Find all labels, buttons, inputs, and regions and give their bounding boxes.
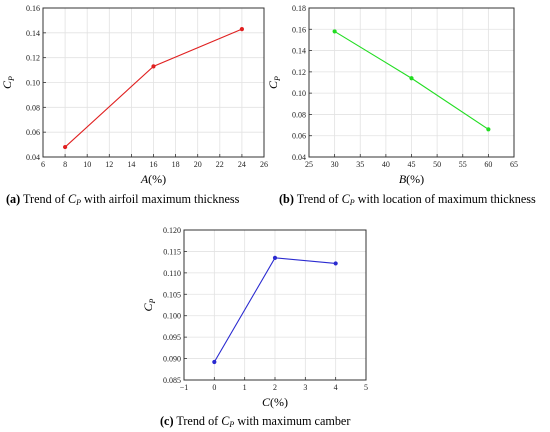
chart-a-x-tick-label: 8 [63, 160, 67, 169]
chart-c-x-tick-label: −1 [180, 383, 189, 392]
caption-b-cp-sub: P [349, 198, 355, 207]
chart-b-x-tick-label: 65 [510, 160, 518, 169]
caption-a-text-1: Trend of [20, 192, 68, 206]
chart-a-y-tick-label: 0.10 [26, 79, 40, 88]
chart-a-x-tick-label: 20 [194, 160, 202, 169]
chart-c-x-tick-label: 1 [243, 383, 247, 392]
caption-c-cp: C [221, 414, 230, 428]
chart-c-y-tick-label: 0.085 [163, 376, 181, 385]
caption-b-cp: C [341, 192, 350, 206]
chart-a-y-tick-label: 0.08 [26, 103, 40, 112]
chart-b-ylabel: CP [266, 76, 282, 89]
chart-b-y-tick-label: 0.04 [292, 153, 306, 162]
chart-a-y-tick-label: 0.14 [26, 29, 40, 38]
chart-b-x-tick-label: 50 [433, 160, 441, 169]
chart-a: 6 8 10 12 14 16 18 20 22 24 26 0.04 0.06 0.08 0.10 0.12… [0, 4, 268, 186]
chart-b-y-tick-label: 0.12 [292, 68, 306, 77]
chart-b-x-tick-label: 55 [459, 160, 467, 169]
chart-c-y-tick-label: 0.100 [163, 312, 181, 321]
chart-a-x-tick-label: 10 [83, 160, 91, 169]
chart-b-x-tick-label: 60 [484, 160, 492, 169]
chart-a-x-tick-label: 16 [150, 160, 158, 169]
chart-a-x-tick-label: 26 [260, 160, 268, 169]
chart-a-point [239, 27, 244, 32]
caption-c-text-2: with maximum camber [234, 414, 351, 428]
chart-b-x-tick-label: 25 [305, 160, 313, 169]
chart-a-x-tick-label: 18 [172, 160, 180, 169]
caption-c-text-1: Trend of [173, 414, 222, 428]
chart-a-point [151, 64, 156, 69]
chart-b-xlabel: B(%) [399, 172, 424, 186]
chart-b-point [409, 76, 414, 81]
chart-c-y-tick-label: 0.105 [163, 290, 181, 299]
chart-b-point [332, 29, 337, 34]
chart-c: −1 0 1 2 3 4 5 0.085 0.090 0.095 0.100 0.105 0.110 0.… [141, 226, 368, 409]
chart-a-point [63, 144, 68, 150]
chart-c-y-tick-label: 0.110 [163, 269, 181, 278]
chart-c-y-tick-label: 0.115 [163, 247, 181, 256]
chart-c-x-tick-label: 3 [303, 383, 307, 392]
chart-b-x-tick-label: 35 [356, 160, 364, 169]
chart-a-x-tick-label: 24 [238, 160, 246, 169]
caption-b-text-2: with location of maximum thickness [354, 192, 536, 206]
chart-b-y-tick-label: 0.10 [292, 89, 306, 98]
chart-b-y-tick-label: 0.14 [292, 47, 306, 56]
chart-a-y-tick-label: 0.06 [26, 128, 40, 137]
chart-b-y-tick-label: 0.08 [292, 110, 306, 119]
chart-c-ylabel: CP [141, 298, 157, 311]
chart-b-point [486, 127, 491, 132]
caption-a-tag: (a) [6, 192, 21, 206]
chart-a-x-tick-label: 12 [105, 160, 113, 169]
chart-a-x-tick-label: 6 [41, 160, 45, 169]
chart-a-xlabel: A(%) [140, 172, 166, 186]
chart-a-ylabel: CP [0, 76, 16, 89]
caption-a: (a) Trend of CP with airfoil maximum thi… [6, 192, 239, 207]
chart-a-x-tick-label: 22 [216, 160, 224, 169]
caption-c: (c) Trend of CP with maximum camber [160, 414, 350, 429]
chart-c-point [333, 261, 338, 266]
chart-b-y-tick-label: 0.16 [292, 25, 306, 34]
chart-b-x-tick-label: 45 [408, 160, 416, 169]
chart-c-y-tick-label: 0.095 [163, 333, 181, 342]
chart-c-x-tick-label: 2 [273, 383, 277, 392]
chart-a-y-tick-label: 0.04 [26, 153, 40, 162]
caption-c-cp-sub: P [229, 420, 235, 429]
chart-b-x-tick-label: 30 [331, 160, 339, 169]
chart-b-y-tick-label: 0.18 [292, 4, 306, 13]
chart-c-x-tick-label: 0 [212, 383, 216, 392]
caption-a-cp-sub: P [76, 198, 81, 207]
chart-a-x-tick-label: 14 [127, 160, 135, 169]
chart-c-y-tick-label: 0.120 [163, 226, 181, 235]
chart-c-point [212, 359, 217, 365]
caption-c-tag: (c) [160, 414, 174, 428]
chart-c-xlabel: C(%) [262, 395, 288, 409]
chart-a-y-tick-label: 0.12 [26, 54, 40, 63]
chart-c-x-tick-label: 4 [334, 383, 338, 392]
chart-a-y-tick-label: 0.16 [26, 4, 40, 13]
chart-c-x-tick-label: 5 [364, 383, 368, 392]
caption-b: (b) Trend of CP with location of maximum… [279, 192, 536, 207]
caption-a-cp: C [67, 192, 77, 206]
chart-b-y-tick-label: 0.06 [292, 132, 306, 141]
caption-b-tag: (b) [279, 192, 294, 206]
caption-a-text-2: with airfoil maximum thickness [81, 192, 240, 206]
chart-b: 25 30 35 40 45 50 55 60 65 0.04 0.06 0.08 0.10 0.12 0.… [266, 4, 518, 186]
chart-c-point [272, 255, 278, 260]
chart-c-y-tick-label: 0.090 [163, 355, 181, 364]
chart-b-x-tick-label: 40 [382, 160, 390, 169]
caption-b-text-1: Trend of [293, 192, 342, 206]
